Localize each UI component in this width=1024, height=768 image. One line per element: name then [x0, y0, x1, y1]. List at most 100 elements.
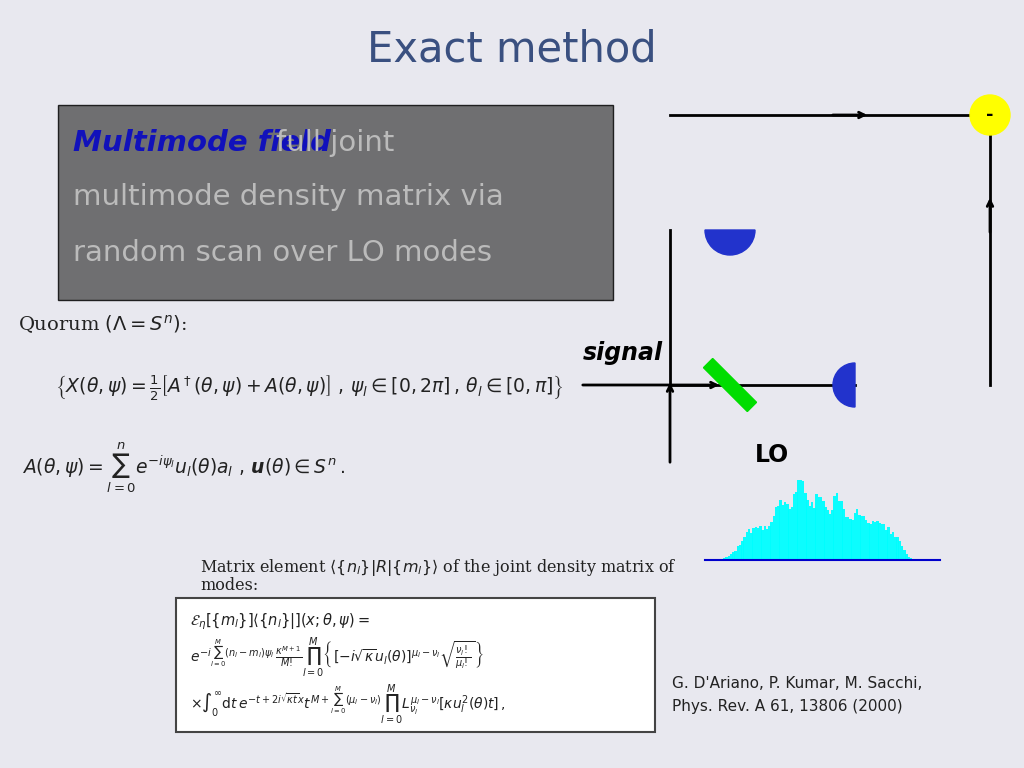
Bar: [800, 480, 802, 560]
Text: $\mathcal{E}_\eta[\{m_l\}]\langle\{n_l\}|](x;\theta,\psi) =$: $\mathcal{E}_\eta[\{m_l\}]\langle\{n_l\}…: [190, 611, 370, 632]
Bar: [732, 552, 735, 560]
Bar: [903, 550, 905, 560]
Bar: [813, 508, 816, 560]
Bar: [723, 558, 726, 560]
Text: $e^{-i\sum_{l=0}^{M}(n_l-m_l)\psi_l}\,\frac{\kappa^{M+1}}{M!}\prod_{l=0}^{M}\lef: $e^{-i\sum_{l=0}^{M}(n_l-m_l)\psi_l}\,\f…: [190, 636, 483, 680]
Bar: [773, 515, 775, 560]
Bar: [869, 524, 871, 560]
Bar: [873, 521, 877, 560]
Bar: [815, 494, 818, 560]
Bar: [779, 500, 782, 560]
Bar: [791, 507, 794, 560]
Bar: [867, 523, 869, 560]
Bar: [871, 521, 874, 560]
Bar: [802, 481, 805, 560]
Bar: [755, 528, 757, 560]
Bar: [854, 513, 856, 560]
Text: modes:: modes:: [200, 578, 258, 594]
FancyArrow shape: [703, 359, 757, 412]
FancyBboxPatch shape: [176, 598, 655, 732]
Bar: [728, 557, 730, 560]
Bar: [843, 508, 845, 560]
Bar: [721, 559, 724, 560]
Bar: [892, 532, 894, 560]
Bar: [862, 515, 865, 560]
Bar: [876, 521, 879, 560]
Bar: [831, 509, 834, 560]
Bar: [858, 515, 860, 560]
Bar: [840, 502, 843, 560]
Bar: [741, 541, 743, 560]
Bar: [856, 508, 858, 560]
Bar: [905, 554, 908, 560]
Bar: [838, 501, 841, 560]
Bar: [883, 524, 886, 560]
Bar: [809, 506, 811, 560]
Bar: [768, 525, 771, 560]
Bar: [784, 502, 786, 560]
Bar: [766, 529, 768, 560]
Bar: [775, 508, 777, 560]
Bar: [793, 495, 796, 560]
Bar: [828, 514, 831, 560]
Bar: [804, 492, 807, 560]
Bar: [901, 545, 903, 560]
Text: signal: signal: [583, 341, 664, 365]
Bar: [743, 537, 746, 560]
Text: Matrix element $\langle\{n_l\}|R|\{m_l\}\rangle$ of the joint density matrix of: Matrix element $\langle\{n_l\}|R|\{m_l\}…: [200, 558, 677, 578]
Bar: [822, 501, 824, 560]
Bar: [781, 505, 784, 560]
Bar: [730, 554, 732, 560]
Bar: [907, 557, 910, 560]
Bar: [824, 507, 827, 560]
Bar: [739, 545, 741, 560]
Bar: [849, 518, 852, 560]
Bar: [879, 523, 881, 560]
Text: Quorum $(\Lambda = S^n)$:: Quorum $(\Lambda = S^n)$:: [18, 313, 186, 336]
Bar: [751, 532, 753, 560]
Bar: [912, 559, 914, 560]
FancyBboxPatch shape: [58, 105, 613, 300]
Text: random scan over LO modes: random scan over LO modes: [73, 239, 492, 267]
Bar: [759, 526, 762, 560]
Text: multimode density matrix via: multimode density matrix via: [73, 183, 504, 211]
Bar: [806, 499, 809, 560]
Text: G. D'Ariano, P. Kumar, M. Sacchi,
Phys. Rev. A 61, 13806 (2000): G. D'Ariano, P. Kumar, M. Sacchi, Phys. …: [672, 677, 923, 713]
Bar: [847, 517, 849, 560]
Bar: [885, 530, 888, 560]
Bar: [745, 532, 749, 560]
Text: full joint: full joint: [276, 129, 394, 157]
Bar: [764, 525, 766, 560]
Bar: [736, 546, 739, 560]
Bar: [826, 510, 829, 560]
Bar: [887, 528, 890, 560]
Wedge shape: [705, 230, 755, 255]
Bar: [834, 496, 836, 560]
Bar: [725, 558, 728, 560]
Bar: [777, 505, 779, 560]
Bar: [898, 541, 901, 560]
Text: LO: LO: [755, 443, 790, 467]
Bar: [817, 497, 820, 560]
Bar: [753, 528, 755, 560]
Bar: [836, 493, 838, 560]
Bar: [786, 504, 788, 560]
Bar: [865, 521, 867, 560]
Bar: [851, 521, 854, 560]
Wedge shape: [833, 363, 855, 407]
Circle shape: [970, 95, 1010, 135]
Bar: [795, 492, 798, 560]
Bar: [770, 521, 773, 560]
Text: -: -: [986, 106, 993, 124]
Bar: [811, 502, 813, 560]
Text: $A(\theta,\psi) = \sum_{l=0}^{n} e^{-i\psi_l} u_l(\theta) a_l\ ,\, \boldsymbol{u: $A(\theta,\psi) = \sum_{l=0}^{n} e^{-i\p…: [22, 441, 345, 495]
Text: Multimode field: Multimode field: [73, 129, 331, 157]
Bar: [734, 551, 737, 560]
Bar: [909, 558, 912, 560]
Bar: [757, 528, 760, 560]
Text: Exact method: Exact method: [368, 29, 656, 71]
Bar: [881, 525, 883, 560]
Text: $\times \int_0^\infty \mathrm{d}t\, e^{-t+2i\sqrt{\kappa t}x}t^{M+\sum_{l=0}^{M}: $\times \int_0^\infty \mathrm{d}t\, e^{-…: [190, 683, 506, 727]
Bar: [748, 529, 751, 560]
Text: $\left\{ X(\theta,\psi) = \frac{1}{2}\left[A^\dagger(\theta,\psi) + A(\theta,\ps: $\left\{ X(\theta,\psi) = \frac{1}{2}\le…: [55, 373, 563, 402]
